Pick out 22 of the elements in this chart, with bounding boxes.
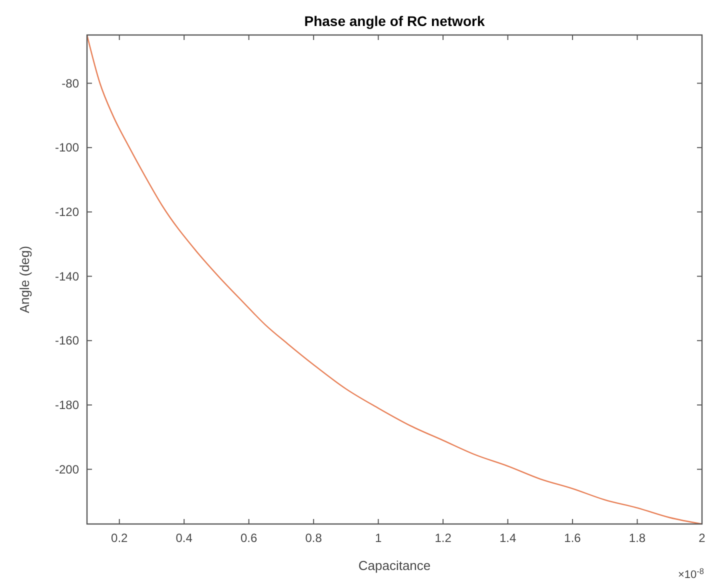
x-tick-label: 2 [698,531,706,545]
x-tick-label: 0.6 [240,531,258,545]
y-tick-label: -80 [62,76,80,90]
text: ×10$^{-8}$ [678,566,704,581]
x-tick-label: 1.4 [499,531,516,545]
y-tick-label: -120 [54,204,80,219]
y-tick-label: -140 [54,269,80,284]
y-tick-label: -200 [54,462,80,476]
x-tick-label: 1.8 [628,531,646,545]
line-series [87,34,703,525]
chart-title: Phase angle of RC network [304,13,485,29]
x-tick-label: 1.2 [434,531,452,545]
x-tick-label: 0.4 [176,531,193,545]
x-axis-title: Capacitance [358,558,431,573]
y-tick-label: -180 [54,398,80,412]
x-tick-label: 1.6 [564,531,582,545]
x-tick-label: 1 [374,531,382,545]
y-tick-label: -100 [54,140,80,155]
y-axis-title: Angle (deg) [17,246,32,314]
x-tick-label: 0.8 [305,531,322,545]
y-tick-label: -160 [54,334,80,348]
x-tick-label: 0.2 [111,531,128,545]
